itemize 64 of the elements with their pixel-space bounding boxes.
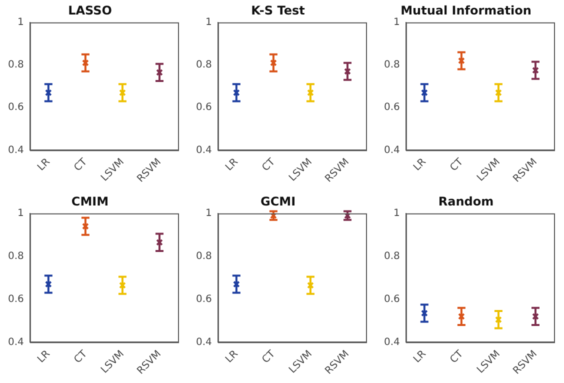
x-tick-label: CT — [72, 156, 90, 174]
chart-title: Random — [438, 194, 494, 208]
y-tick-label: 0.6 — [384, 294, 400, 305]
point — [82, 222, 89, 230]
point — [156, 238, 163, 246]
y-tick-label: 0.4 — [384, 336, 400, 348]
y-tick-label: 1 — [18, 208, 24, 219]
x-tick-label: CT — [72, 348, 90, 366]
y-tick-label: 0.8 — [384, 60, 400, 71]
y-tick-label: 0.4 — [8, 336, 24, 348]
x-tick-label: LR — [224, 348, 240, 366]
point — [44, 280, 52, 288]
x-tick-label: CT — [448, 348, 466, 366]
point — [232, 280, 240, 288]
x-tick-label: LR — [412, 156, 428, 174]
chart-title: Mutual Information — [400, 3, 532, 18]
y-tick-label: 0.4 — [196, 336, 212, 348]
y-tick-label: 0.6 — [8, 102, 24, 114]
chart-title: K-S Test — [251, 3, 306, 18]
y-tick-label: 0.6 — [8, 294, 24, 305]
x-tick-label: LR — [224, 156, 240, 174]
point — [232, 89, 240, 96]
point — [532, 66, 539, 74]
point — [458, 312, 465, 320]
point — [82, 59, 89, 66]
point — [532, 312, 539, 320]
y-tick-label: 1 — [394, 208, 400, 219]
y-tick-label: 0.6 — [196, 294, 212, 305]
y-tick-label: 0.8 — [8, 60, 24, 71]
y-tick-label: 1 — [206, 208, 212, 219]
point — [44, 89, 52, 96]
x-tick-label: CT — [260, 348, 278, 366]
point — [306, 89, 314, 96]
point — [420, 89, 428, 96]
point — [156, 68, 163, 76]
chart-title: GCMI — [260, 194, 296, 208]
y-tick-label: 1 — [206, 16, 212, 28]
x-tick-label: LR — [36, 348, 52, 366]
y-tick-label: 0.6 — [196, 102, 212, 114]
y-tick-label: 0.6 — [384, 102, 400, 114]
y-tick-label: 0.4 — [384, 144, 400, 156]
point — [270, 59, 277, 66]
point — [420, 310, 428, 317]
y-tick-label: 1 — [394, 16, 400, 28]
y-tick-label: 0.8 — [384, 250, 400, 262]
point — [118, 282, 126, 289]
y-tick-label: 0.8 — [196, 60, 212, 71]
point — [458, 57, 465, 64]
y-tick-label: 0.4 — [196, 144, 212, 156]
point — [306, 282, 314, 289]
x-tick-label: LR — [36, 156, 52, 174]
chart-title: CMIM — [71, 194, 109, 208]
y-tick-label: 1 — [18, 16, 24, 28]
point — [494, 89, 502, 96]
y-tick-label: 0.8 — [196, 250, 212, 262]
x-tick-label: CT — [448, 156, 466, 174]
x-tick-label: LR — [412, 348, 428, 366]
point — [494, 316, 502, 324]
point — [344, 68, 351, 75]
point — [118, 89, 126, 96]
y-tick-label: 0.4 — [8, 144, 24, 156]
x-tick-label: CT — [260, 156, 278, 174]
y-tick-label: 0.8 — [8, 250, 24, 262]
chart-title: LASSO — [68, 3, 112, 18]
